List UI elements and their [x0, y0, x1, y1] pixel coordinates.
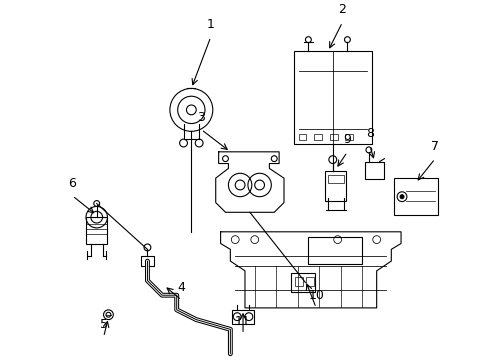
Bar [232, 310, 253, 324]
Circle shape [399, 195, 403, 199]
Text: 7: 7 [430, 140, 438, 153]
Text: 2: 2 [338, 3, 346, 16]
Text: 5: 5 [100, 318, 107, 331]
Text: 9: 9 [343, 133, 350, 146]
Text: 10: 10 [307, 289, 324, 302]
Bar [325, 171, 346, 201]
Text: 3: 3 [197, 111, 204, 123]
Bar [290, 273, 315, 292]
Bar [298, 134, 306, 140]
Text: 6: 6 [68, 177, 76, 190]
Bar [329, 134, 337, 140]
Bar [141, 256, 154, 266]
Bar [314, 134, 322, 140]
Bar [308, 237, 361, 264]
Bar [393, 178, 437, 215]
Text: 4: 4 [177, 281, 185, 294]
Bar [86, 217, 107, 244]
Text: 11: 11 [235, 315, 250, 328]
Bar [293, 51, 371, 144]
Text: 8: 8 [365, 127, 373, 140]
Bar [306, 277, 314, 287]
Bar [345, 134, 352, 140]
Bar [364, 162, 384, 179]
Bar [327, 175, 343, 183]
Text: 1: 1 [206, 18, 214, 31]
Bar [294, 277, 302, 287]
